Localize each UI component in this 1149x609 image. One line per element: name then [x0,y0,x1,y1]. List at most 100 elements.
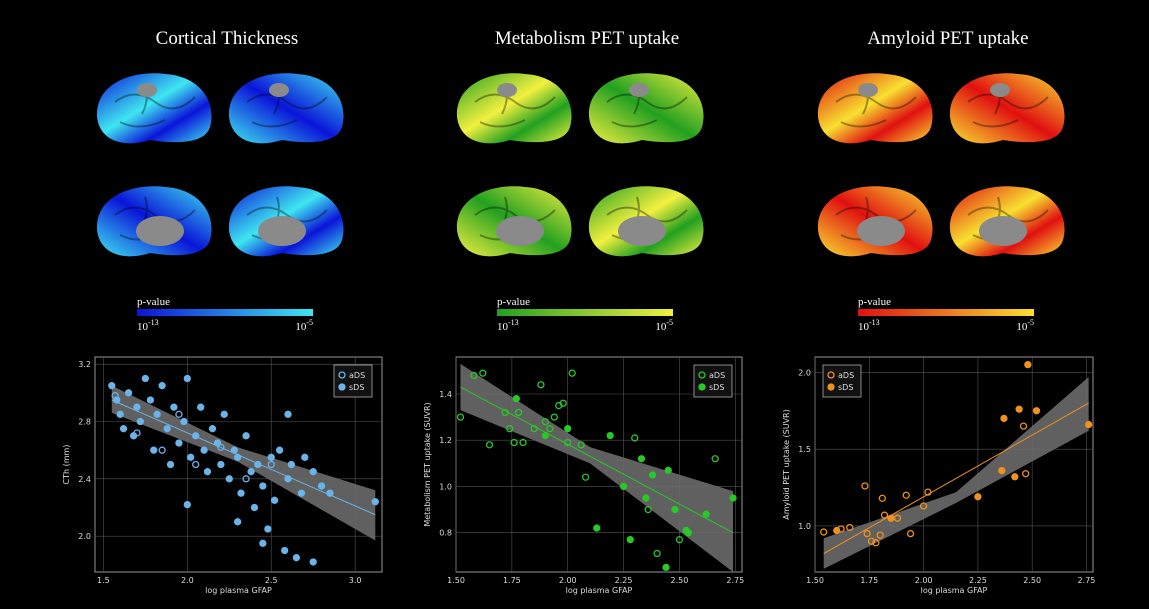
panel-title: Metabolism PET uptake [495,28,679,49]
point [581,473,590,481]
brain-surface [949,73,1065,144]
colorbar-max-label-exponent: -5 [306,318,313,327]
point [470,371,478,380]
point [541,418,550,426]
colorbar-min-label-exponent: -13 [508,318,519,327]
point [626,535,634,544]
point [505,425,514,433]
point [192,460,200,469]
point [1032,407,1041,415]
y-tick-label: 2.8 [78,418,91,427]
point [309,558,317,566]
brain-surface [456,73,572,144]
point [175,439,183,447]
point [133,403,141,411]
regression-line [823,402,1089,555]
legend-marker [827,383,835,391]
point [234,453,242,461]
point [180,417,188,426]
point [267,453,275,461]
point [863,529,871,538]
colorbar-max-label: 10-5 [295,318,313,333]
point [519,438,527,447]
point [924,488,932,496]
point [234,518,242,526]
colorbar-label: p-value [858,296,891,308]
point [225,475,233,483]
point [166,460,175,469]
point [146,396,155,404]
point [175,410,183,418]
point [213,439,222,447]
colorbar-max-label: 10-5 [1016,318,1034,333]
point [514,408,523,417]
colorbar-max-label-exponent: -5 [1027,318,1034,327]
brain-medial-wall [857,216,905,246]
point [510,438,518,447]
point [119,425,128,433]
point [1019,422,1028,430]
point [820,528,828,536]
y-tick-label: 1.0 [439,482,452,491]
point [541,431,550,440]
panel-title: Cortical Thickness [156,28,299,49]
point [230,446,238,454]
brain-surface [817,73,933,144]
point [648,471,657,479]
point [220,410,228,418]
legend-box [693,364,733,398]
point [150,446,158,454]
point [876,531,884,539]
point [642,494,650,502]
point [846,523,854,532]
point [284,475,292,483]
point [284,410,292,418]
point [116,410,124,418]
point [281,546,289,555]
x-tick-label: 2.00 [559,576,577,585]
point [644,505,652,514]
point [671,505,679,514]
y-axis-label: Amyloid PET uptake (SUVR) [782,409,791,519]
point [564,438,572,447]
legend-label: aDS [709,371,725,380]
point [242,475,250,483]
point [919,502,928,510]
legend-label: sDS [838,383,853,392]
point [124,389,133,397]
point [129,432,138,440]
point [292,554,301,562]
brain-medial-wall [496,216,544,246]
x-axis-label: log plasma GFAP [921,586,988,595]
regression-line [460,386,734,534]
point [141,374,150,383]
legend-box [822,364,862,398]
legend-marker [827,371,835,379]
point [270,496,279,504]
brain-patch [629,83,649,97]
point [108,382,116,390]
x-tick-label: 1.75 [503,576,521,585]
y-tick-label: 1.4 [439,390,452,399]
x-tick-label: 3.0 [349,576,362,585]
point [546,425,554,433]
point [247,468,255,476]
x-tick-label: 2.5 [265,576,278,585]
point [512,394,520,403]
point [301,453,309,461]
point [297,489,306,497]
confidence-band [111,385,376,541]
point [653,549,661,558]
y-tick-label: 2.4 [78,475,91,484]
x-tick-label: 2.25 [969,576,987,585]
point [711,455,719,463]
colorbar-min-label: 10-13 [858,318,880,333]
point [153,410,161,418]
brain-patch [497,83,517,97]
y-axis-label: CTh (mm) [62,445,71,485]
point [593,524,601,532]
colorbar-max-label-exponent: -5 [666,318,673,327]
point [906,529,915,538]
brain-patch [990,83,1010,97]
